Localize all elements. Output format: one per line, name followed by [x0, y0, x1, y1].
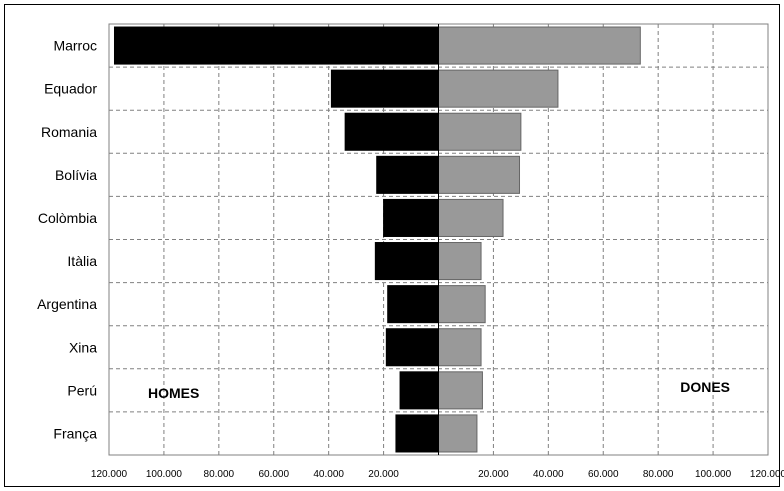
bar-dones-2	[438, 112, 522, 151]
bar-homes-5	[374, 242, 439, 281]
category-label: Marroc	[53, 38, 97, 54]
category-label: Itàlia	[67, 253, 97, 269]
bar-dones-5	[438, 242, 482, 281]
bar-homes-2	[344, 112, 439, 151]
category-label: Colòmbia	[38, 210, 97, 226]
category-label: Equador	[44, 81, 97, 97]
bar-homes-6	[387, 285, 440, 324]
bar-homes-4	[383, 198, 440, 237]
bar-dones-3	[438, 155, 521, 194]
x-tick-label: 120.000	[91, 469, 128, 480]
x-tick-label: 20.000	[368, 469, 399, 480]
series-label-homes: HOMES	[148, 385, 199, 401]
bar-dones-9	[438, 414, 478, 453]
bar-homes-9	[395, 414, 439, 453]
x-tick-label: 100.000	[695, 469, 732, 480]
x-tick-label: 60.000	[588, 469, 619, 480]
bar-dones-1	[438, 69, 559, 108]
bar-homes-1	[330, 69, 440, 108]
x-tick-label: 80.000	[643, 469, 674, 480]
bar-dones-7	[438, 328, 482, 367]
bar-dones-8	[438, 371, 483, 410]
bar-homes-8	[399, 371, 439, 410]
category-labels: Marroc Equador Romania Bolívia Colòmbia Itàli…	[37, 38, 97, 442]
x-tick-label: 80.000	[204, 469, 235, 480]
bar-dones-0	[438, 26, 641, 65]
series-label-dones: DONES	[680, 379, 730, 395]
bar-dones-6	[438, 285, 486, 324]
bar-homes-7	[385, 328, 439, 367]
category-label: França	[53, 425, 97, 441]
x-tick-label: 100.000	[146, 469, 183, 480]
category-label: Xina	[69, 339, 97, 355]
category-label: Perú	[67, 382, 97, 398]
bar-homes-3	[376, 155, 439, 194]
x-tick-label: 40.000	[313, 469, 344, 480]
x-tick-label: 40.000	[533, 469, 564, 480]
bar-dones-4	[438, 198, 504, 237]
x-axis-ticks: 120.000 100.000 80.000 60.000 40.000 20.000 20…	[91, 469, 784, 480]
category-label: Romania	[41, 124, 97, 140]
bars	[113, 24, 641, 455]
side-labels: HOMES DONES	[148, 379, 730, 401]
bar-homes-0	[113, 26, 439, 65]
x-tick-label: 60.000	[258, 469, 289, 480]
x-tick-label: 120.000	[750, 469, 784, 480]
category-label: Argentina	[37, 296, 97, 312]
category-label: Bolívia	[55, 167, 97, 183]
x-tick-label: 20.000	[478, 469, 509, 480]
